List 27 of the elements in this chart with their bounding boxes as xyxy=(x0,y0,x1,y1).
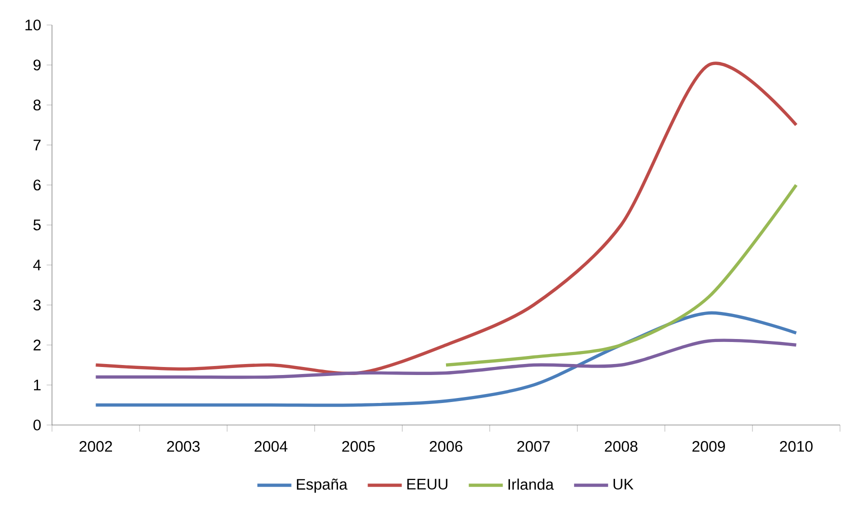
legend-label: EEUU xyxy=(407,478,448,490)
y-tick-label: 9 xyxy=(34,60,41,70)
x-tick-label: 2006 xyxy=(430,440,462,452)
x-tick-label: 2010 xyxy=(780,440,813,452)
y-tick-label: 3 xyxy=(33,300,41,310)
y-tick-label: 5 xyxy=(33,220,41,230)
y-tick-label: 10 xyxy=(26,20,41,30)
x-tick-label: 2004 xyxy=(254,440,288,452)
y-tick-label: 7 xyxy=(34,140,41,150)
x-tick-label: 2002 xyxy=(80,440,112,452)
x-tick-label: 2003 xyxy=(167,440,200,452)
x-tick-label: 2005 xyxy=(342,440,375,452)
y-tick-label: 4 xyxy=(33,260,41,270)
line-series xyxy=(444,183,798,367)
legend-label: España xyxy=(296,478,348,493)
y-tick-label: 1 xyxy=(34,380,41,390)
legend-label: Irlanda xyxy=(508,478,554,490)
x-tick-label: 2008 xyxy=(604,440,638,452)
line-series xyxy=(94,338,798,379)
y-tick-label: 6 xyxy=(34,180,41,190)
line-series xyxy=(94,62,798,376)
legend-label: UK xyxy=(614,478,634,490)
x-tick-label: 2009 xyxy=(692,440,725,452)
y-tick-label: 2 xyxy=(34,340,41,350)
y-tick-label: 0 xyxy=(33,420,41,430)
y-tick-label: 8 xyxy=(34,100,41,110)
x-tick-label: 2007 xyxy=(517,440,550,452)
